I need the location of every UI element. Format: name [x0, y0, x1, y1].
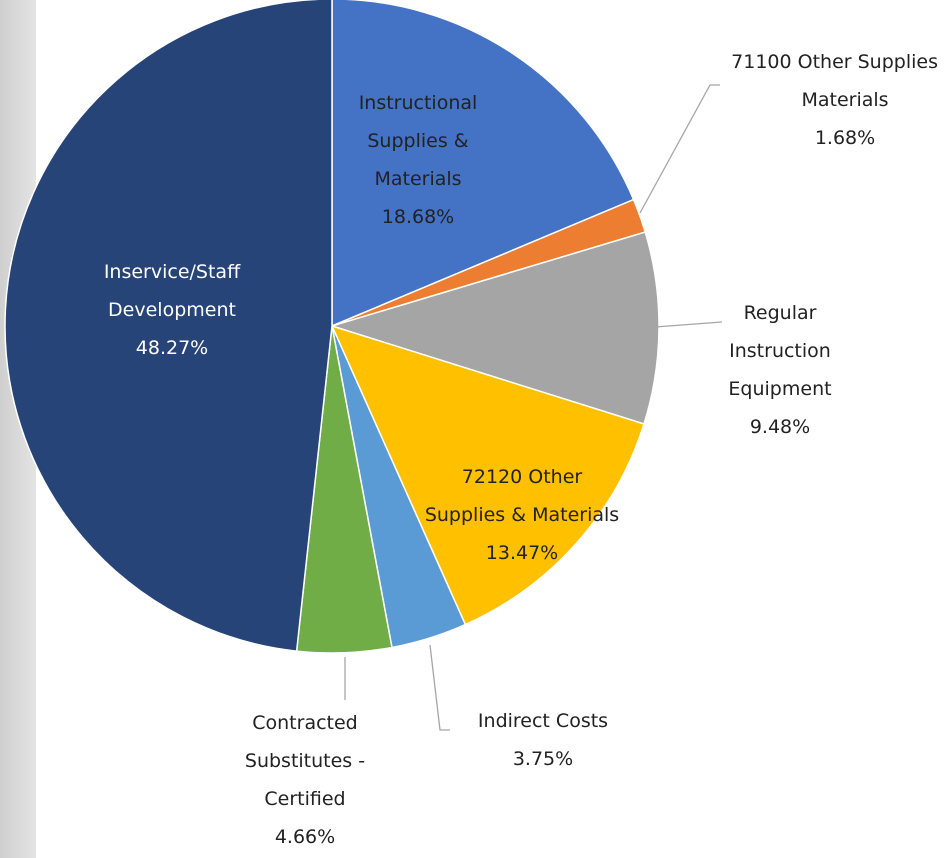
slice-label: Regular Instruction Equipment 9.48% [695, 294, 865, 446]
slice-label: Indirect Costs 3.75% [443, 702, 643, 778]
category-label: Regular Instruction Equipment [728, 302, 832, 400]
value-label: 18.68% [381, 206, 455, 228]
value-label: 9.48% [749, 416, 811, 438]
value-label: 13.47% [485, 542, 559, 564]
pie-slice [4, 0, 333, 652]
value-label: 48.27% [135, 337, 209, 359]
category-label: Contracted Substitutes - Certified [244, 712, 366, 810]
category-label: Inservice/Staff Development [103, 261, 241, 321]
category-label: Indirect Costs [477, 710, 609, 732]
slice-label: Inservice/Staff Development 48.27% [57, 253, 287, 367]
category-label: 71100 Other Supplies & Materials [731, 51, 945, 111]
pie-slice [330, 324, 645, 626]
pie-slice [331, 0, 635, 328]
leader-line [639, 84, 720, 214]
category-label: Instructional Supplies & Materials [358, 92, 478, 190]
value-label: 1.68% [814, 127, 876, 149]
value-label: 4.66% [274, 826, 336, 848]
value-label: 3.75% [512, 748, 574, 770]
leader-line [654, 321, 723, 328]
slice-label: 71100 Other Supplies & Materials 1.68% [720, 43, 945, 157]
leader-line [429, 644, 450, 731]
slice-label: Contracted Substitutes - Certified 4.66% [205, 704, 405, 856]
slice-label: Instructional Supplies & Materials 18.68% [333, 84, 503, 236]
slice-label: 72120 Other Supplies & Materials 13.47% [422, 458, 622, 572]
category-label: 72120 Other Supplies & Materials [424, 466, 620, 526]
pie-slice [329, 231, 660, 425]
